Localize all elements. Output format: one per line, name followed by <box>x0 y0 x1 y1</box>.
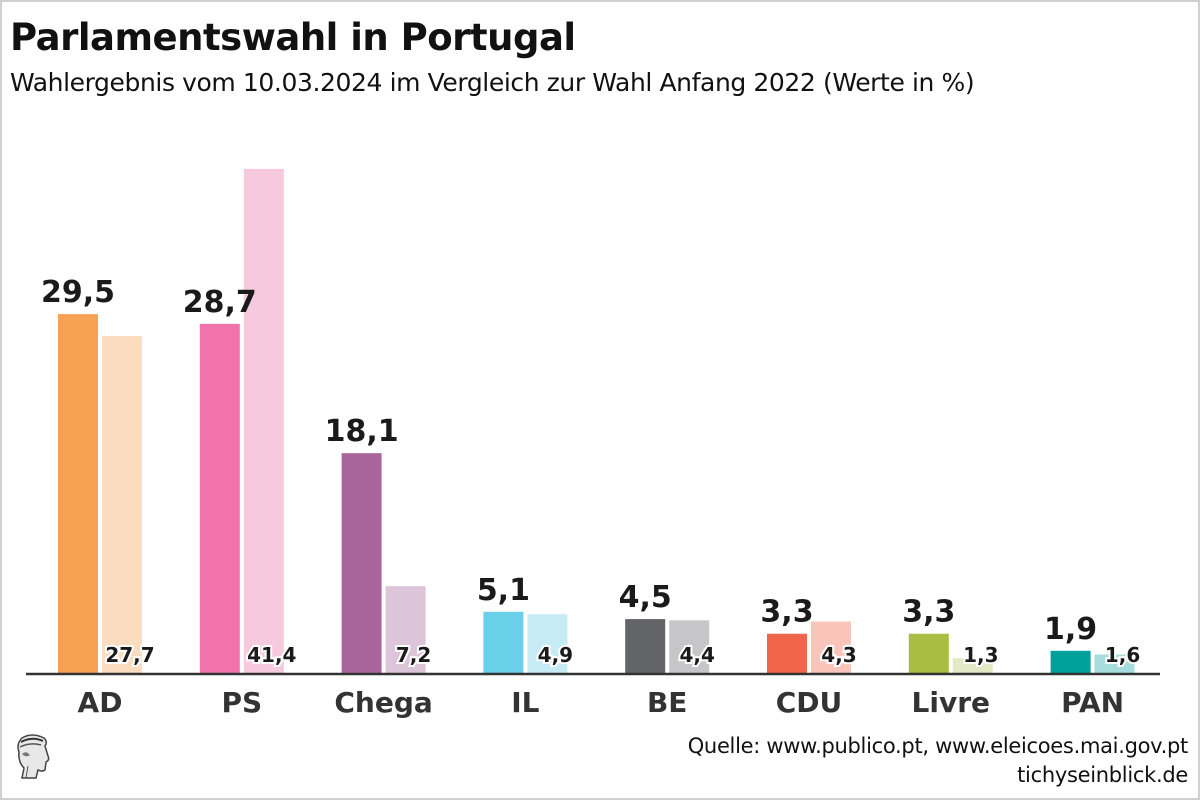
value-label-2022-cdu: 4,3 <box>821 643 856 667</box>
bar-2024-chega <box>341 453 382 674</box>
value-label-2022-be: 4,4 <box>679 643 714 667</box>
value-label-2024-livre: 3,3 <box>902 595 955 630</box>
source-note: Quelle: www.publico.pt, www.eleicoes.mai… <box>687 732 1189 790</box>
bar-2022-livre <box>952 658 993 674</box>
category-label-ps: PS <box>221 686 262 719</box>
bar-2024-ad <box>58 314 98 674</box>
source-text: Quelle: www.publico.pt, www.eleicoes.mai… <box>687 734 1189 758</box>
value-label-2022-livre: 1,3 <box>963 643 998 667</box>
value-label-2022-ps: 41,4 <box>247 643 296 667</box>
category-label-il: IL <box>511 686 539 719</box>
bar-2024-ps <box>199 323 240 674</box>
hermes-head-icon <box>17 734 50 779</box>
value-label-2024-chega: 18,1 <box>325 414 399 449</box>
value-label-2024-pan: 1,9 <box>1044 612 1097 647</box>
value-label-2024-ps: 28,7 <box>183 285 257 320</box>
category-label-ad: AD <box>78 686 123 719</box>
bar-2022-ad <box>102 336 142 674</box>
bar-2024-be <box>625 619 666 674</box>
bar-2022-pan <box>1094 654 1135 674</box>
category-label-livre: Livre <box>912 686 991 719</box>
bar-2024-cdu <box>767 633 807 674</box>
bar-2022-il <box>527 614 568 674</box>
bar-2022-chega <box>385 586 426 674</box>
value-label-2022-pan: 1,6 <box>1105 643 1140 667</box>
bar-2024-pan <box>1050 650 1091 674</box>
value-label-2022-chega: 7,2 <box>396 643 431 667</box>
value-label-2024-ad: 29,5 <box>41 275 115 310</box>
value-label-2024-il: 5,1 <box>477 573 530 608</box>
value-label-2022-il: 4,9 <box>538 643 573 667</box>
bar-2022-be <box>669 620 710 674</box>
category-label-cdu: CDU <box>776 686 843 719</box>
bar-2024-livre <box>908 633 949 674</box>
category-label-be: BE <box>647 686 687 719</box>
publisher-text: tichyseinblick.de <box>1017 763 1188 787</box>
chart-subtitle: Wahlergebnis vom 10.03.2024 im Vergleich… <box>10 68 975 97</box>
category-label-chega: Chega <box>334 686 432 719</box>
chart-title: Parlamentswahl in Portugal <box>10 16 576 59</box>
bar-2022-cdu <box>811 621 851 674</box>
value-label-2022-ad: 27,7 <box>105 643 154 667</box>
category-label-pan: PAN <box>1061 686 1124 719</box>
value-label-2024-be: 4,5 <box>619 580 672 615</box>
bar-2024-il <box>483 611 524 674</box>
value-label-2024-cdu: 3,3 <box>760 595 813 630</box>
bar-2022-ps <box>243 168 284 675</box>
